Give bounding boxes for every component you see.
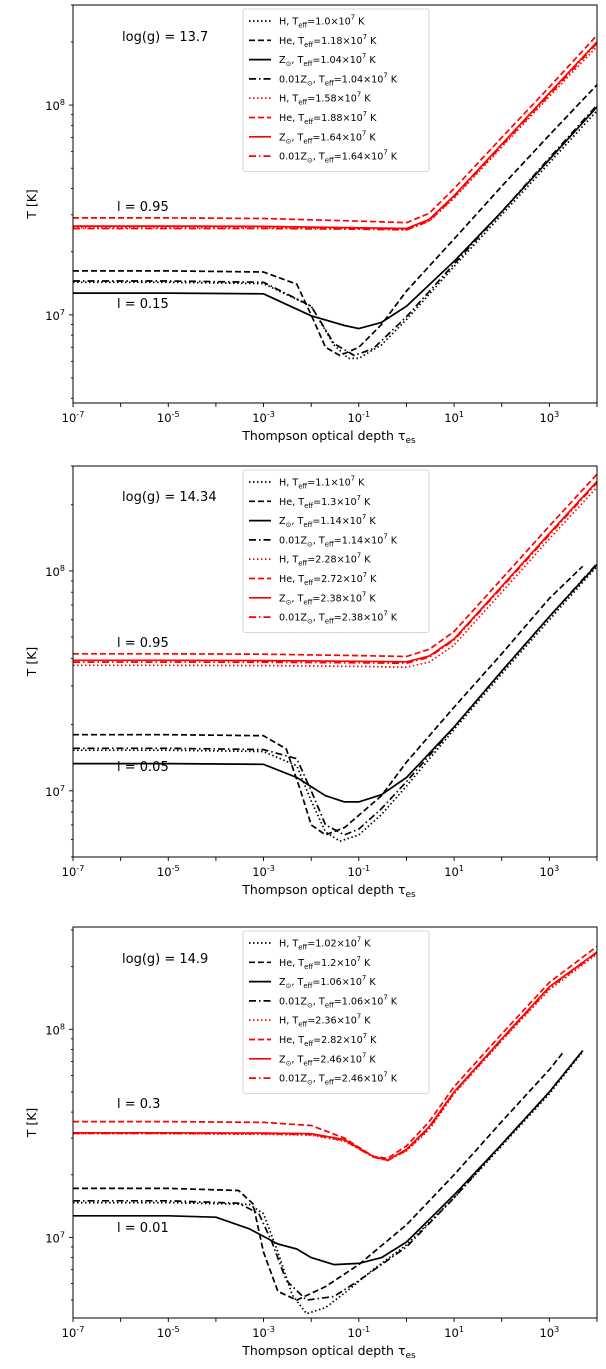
x-tick-label: 10-3​ <box>252 1325 275 1340</box>
legend-label: He, Teff​=2.82×107​ K <box>279 1032 377 1048</box>
legend-box <box>242 930 430 1094</box>
y-tick-label: 107​ <box>45 784 65 799</box>
legend-label: 0.01Z⊙​, Teff​=1.64×107​ K <box>279 149 398 165</box>
panel-1: 10-7​ 10-5​ 10-3​ 10-1​ 101​ 103​ 107​ 108​ Thom… <box>24 4 598 446</box>
series-group <box>73 473 597 843</box>
legend-label: Z⊙​, Teff​=1.04×107​ K <box>279 52 376 68</box>
legend-label: H, Teff​=1.0×107​ K <box>279 14 365 30</box>
y-tick-label: 108​ <box>45 1022 65 1037</box>
legend-label: 0.01Z⊙​, Teff​=2.38×107​ K <box>279 610 398 626</box>
legend-label: Z⊙​, Teff​=1.14×107​ K <box>279 513 376 529</box>
x-tick-label: 10-3​ <box>252 410 275 425</box>
legend-label: Z⊙​, Teff​=2.46×107​ K <box>279 1051 376 1067</box>
legend-label: 0.01Z⊙​, Teff​=1.14×107​ K <box>279 532 398 548</box>
x-tick-label: 103​ <box>539 864 559 879</box>
luminosity-annotation: l = 0.95 <box>117 200 169 215</box>
x-tick-label: 10-7​ <box>62 410 85 425</box>
luminosity-annotation: l = 0.05 <box>117 760 169 775</box>
x-tick-label: 10-1​ <box>347 410 370 425</box>
legend-label: 0.01Z⊙​, Teff​=2.46×107​ K <box>279 1071 398 1087</box>
series-line-black-dashed <box>73 84 597 357</box>
legend-label: He, Teff​=2.72×107​ K <box>279 571 377 587</box>
legend: H, Teff​=1.1×107​ K He, Teff​=1.3×107​ K Z… <box>242 469 430 633</box>
series-line-red-dashed <box>73 473 597 658</box>
legend-label: He, Teff​=1.3×107​ K <box>279 494 371 510</box>
gravity-annotation: log(g) = 14.9 <box>122 952 208 967</box>
legend-label: 0.01Z⊙​, Teff​=1.06×107​ K <box>279 993 398 1009</box>
series-line-black-solid <box>73 1050 584 1266</box>
series-line-red-dotted <box>73 486 597 669</box>
luminosity-annotation: l = 0.15 <box>117 297 169 312</box>
series-line-black-dashed <box>73 565 584 836</box>
panel-2: 10-7​ 10-5​ 10-3​ 10-1​ 101​ 103​ 107​ 108​ Thom… <box>24 465 598 900</box>
x-axis-label: Thompson optical depth τes​ <box>241 882 416 900</box>
x-tick-label: 101​ <box>444 864 464 879</box>
y-tick-label: 108​ <box>45 564 65 579</box>
series-line-black-solid <box>73 106 597 330</box>
y-tick-label: 108​ <box>45 98 65 113</box>
series-line-black-dashed <box>73 1051 565 1301</box>
legend-label: H, Teff​=1.58×107​ K <box>279 91 371 107</box>
plot-frame <box>72 926 598 1319</box>
x-tick-label: 10-7​ <box>62 1325 85 1340</box>
luminosity-annotation: l = 0.3 <box>117 1097 160 1112</box>
x-axis-label: Thompson optical depth τes​ <box>241 1343 416 1361</box>
legend-label: He, Teff​=1.18×107​ K <box>279 33 377 49</box>
x-tick-label: 10-1​ <box>347 864 370 879</box>
legend-label: Z⊙​, Teff​=2.38×107​ K <box>279 590 376 606</box>
x-tick-label: 10-5​ <box>157 410 180 425</box>
legend-label: H, Teff​=1.02×107​ K <box>279 936 371 952</box>
y-axis-label: T [K] <box>24 1108 39 1139</box>
legend-label: H, Teff​=2.28×107​ K <box>279 552 371 568</box>
y-tick-label: 107​ <box>45 308 65 323</box>
x-tick-label: 101​ <box>444 1325 464 1340</box>
legend-label: H, Teff​=1.1×107​ K <box>279 475 365 491</box>
legend-label: Z⊙​, Teff​=1.64×107​ K <box>279 129 376 145</box>
series-line-red-dashdot <box>73 42 597 231</box>
legend-label: He, Teff​=1.88×107​ K <box>279 110 377 126</box>
series-line-red-solid <box>73 41 597 230</box>
x-tick-label: 10-7​ <box>62 864 85 879</box>
x-tick-label: 10-1​ <box>347 1325 370 1340</box>
y-axis-label: T [K] <box>24 189 39 220</box>
y-axis-label: T [K] <box>24 647 39 678</box>
x-tick-label: 103​ <box>539 410 559 425</box>
series-line-red-dashdot <box>73 482 597 665</box>
x-axis-label: Thompson optical depth τes​ <box>241 428 416 446</box>
series-group <box>73 34 597 360</box>
legend-label: H, Teff​=2.36×107​ K <box>279 1013 371 1029</box>
x-tick-label: 10-5​ <box>157 1325 180 1340</box>
x-tick-label: 103​ <box>539 1325 559 1340</box>
series-line-red-dashdot <box>73 952 597 1162</box>
plot-frame <box>72 465 598 858</box>
series-line-red-dashed <box>73 945 597 1160</box>
x-tick-label: 10-5​ <box>157 864 180 879</box>
y-tick-label: 107​ <box>45 1230 65 1245</box>
legend: H, Teff​=1.02×107​ K He, Teff​=1.2×107​ K… <box>242 930 430 1094</box>
gravity-annotation: log(g) = 14.34 <box>122 490 217 505</box>
x-tick-label: 10-3​ <box>252 864 275 879</box>
panel-3: 10-7​ 10-5​ 10-3​ 10-1​ 101​ 103​ 107​ 108​ Thom… <box>24 926 598 1361</box>
plot-frame <box>72 4 598 404</box>
legend-box <box>242 469 430 633</box>
gravity-annotation: log(g) = 13.7 <box>122 30 208 45</box>
legend-label: He, Teff​=1.2×107​ K <box>279 955 371 971</box>
series-group <box>73 945 597 1315</box>
series-line-red-dotted <box>73 46 597 231</box>
series-line-black-dotted <box>73 565 597 843</box>
luminosity-annotation: l = 0.01 <box>117 1221 169 1236</box>
luminosity-annotation: l = 0.95 <box>117 636 169 651</box>
series-line-black-dashdot <box>73 104 597 357</box>
series-line-red-dashed <box>73 34 597 224</box>
legend: H, Teff​=1.0×107​ K He, Teff​=1.18×107​ K… <box>242 8 430 172</box>
legend-label: Z⊙​, Teff​=1.06×107​ K <box>279 974 376 990</box>
x-tick-label: 101​ <box>444 410 464 425</box>
legend-box <box>242 8 430 172</box>
legend-label: 0.01Z⊙​, Teff​=1.04×107​ K <box>279 71 398 87</box>
